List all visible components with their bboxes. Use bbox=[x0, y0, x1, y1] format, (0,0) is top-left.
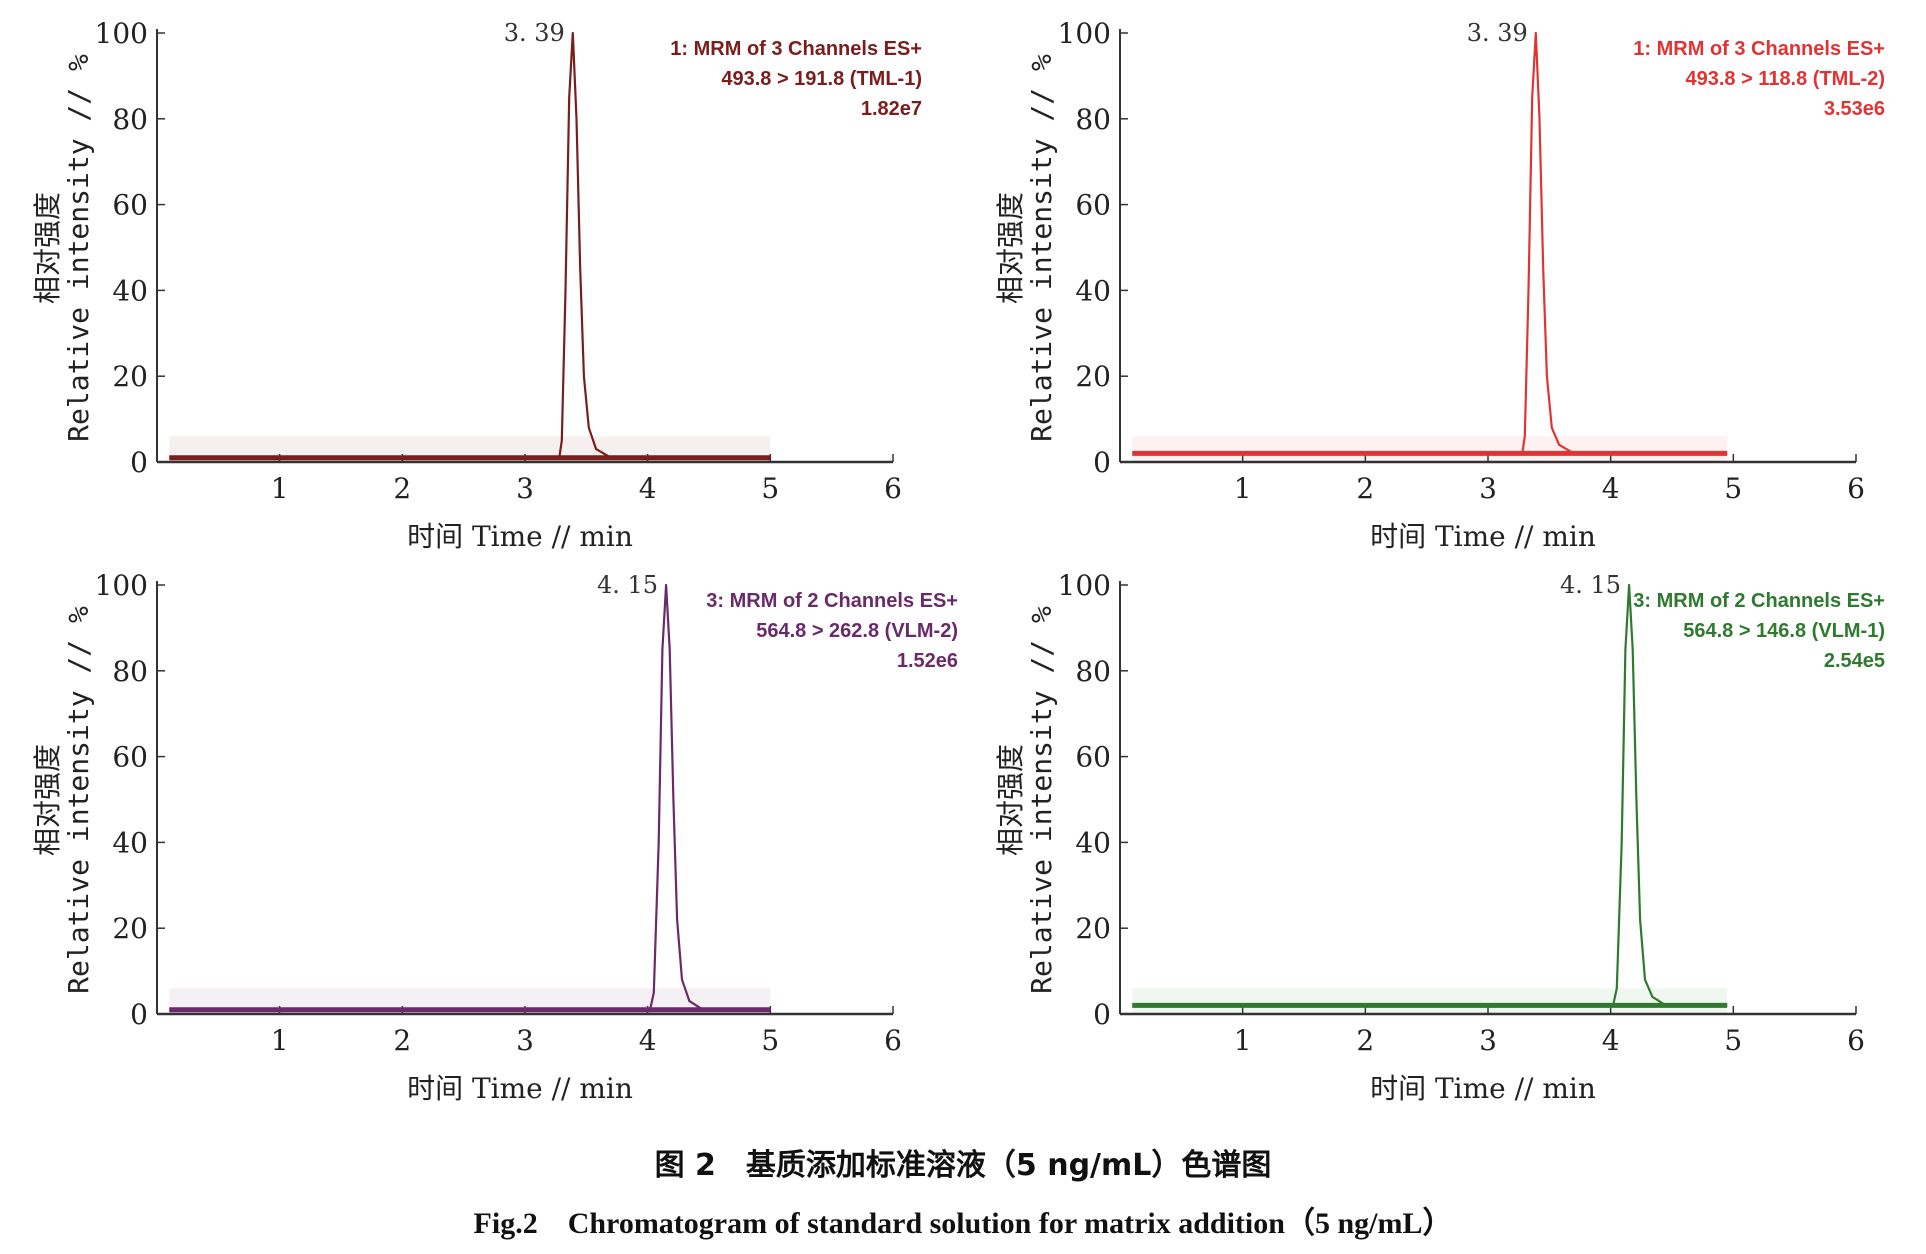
chart-svg: 0 20 40 60 80 100 1 2 3 4 5 6 4. 15 3: MRM of 2 Chann… bbox=[994, 569, 1885, 1104]
chart-svg: 0 20 40 60 80 100 1 2 3 4 5 6 3. 39 1: MRM of 3 Chann… bbox=[31, 17, 922, 552]
chromatogram-trace bbox=[1132, 31, 1728, 455]
y-tick-label: 100 bbox=[1058, 17, 1111, 50]
chart-svg: 0 20 40 60 80 100 1 2 3 4 5 6 4. 15 3: MRM of 2 Chann… bbox=[31, 569, 958, 1104]
peak-label: 3. 39 bbox=[504, 19, 565, 47]
chart-panel-tml-2: 0 20 40 60 80 100 1 2 3 4 5 6 3. 39 1: MRM of 3 Chann… bbox=[963, 0, 1926, 552]
channel-title: 1: MRM of 3 Channels ES+ bbox=[1633, 38, 1885, 60]
y-axis-label-en: Relative intensity // % bbox=[1025, 606, 1058, 994]
x-tick-label: 6 bbox=[1847, 472, 1865, 505]
peak-label: 3. 39 bbox=[1467, 19, 1528, 47]
y-tick-label: 80 bbox=[1075, 655, 1111, 688]
y-tick-label: 0 bbox=[130, 446, 148, 479]
y-tick-label: 20 bbox=[1075, 360, 1111, 393]
y-tick-label: 40 bbox=[112, 274, 148, 307]
x-tick-label: 5 bbox=[761, 472, 779, 505]
x-tick-label: 5 bbox=[1724, 472, 1742, 505]
y-axis-label-zh: 相对强度 bbox=[994, 192, 1027, 304]
y-tick-label: 100 bbox=[95, 17, 148, 50]
x-tick-label: 1 bbox=[271, 472, 289, 505]
x-tick-label: 6 bbox=[884, 1024, 902, 1057]
figure-caption-zh: 图 2 基质添加标准溶液（5 ng/mL）色谱图 bbox=[654, 1148, 1272, 1183]
y-axis-label-en: Relative intensity // % bbox=[62, 54, 95, 442]
chromatogram-trace bbox=[1132, 583, 1728, 1007]
y-tick-label: 20 bbox=[112, 912, 148, 945]
x-tick-label: 1 bbox=[271, 1024, 289, 1057]
y-tick-label: 40 bbox=[1075, 826, 1111, 859]
baseline-halo bbox=[1132, 988, 1728, 1014]
channel-title: 1: MRM of 3 Channels ES+ bbox=[670, 38, 922, 60]
x-axis-label: 时间 Time // min bbox=[1370, 1072, 1596, 1104]
x-tick-label: 2 bbox=[1356, 472, 1374, 505]
x-tick-label: 3 bbox=[516, 1024, 534, 1057]
y-tick-label: 40 bbox=[112, 826, 148, 859]
peak-label: 4. 15 bbox=[1560, 571, 1621, 599]
x-axis-label: 时间 Time // min bbox=[407, 1072, 633, 1104]
y-tick-label: 80 bbox=[112, 655, 148, 688]
x-tick-label: 3 bbox=[1479, 472, 1497, 505]
y-tick-label: 100 bbox=[95, 569, 148, 602]
y-axis-label-en: Relative intensity // % bbox=[62, 606, 95, 994]
y-axis-label-zh: 相对强度 bbox=[31, 744, 64, 856]
x-tick-label: 4 bbox=[639, 472, 657, 505]
x-tick-label: 2 bbox=[1356, 1024, 1374, 1057]
y-tick-label: 60 bbox=[112, 741, 148, 774]
chromatogram-trace bbox=[169, 583, 771, 1011]
y-tick-label: 0 bbox=[130, 998, 148, 1031]
figure-caption-en: Fig.2 Chromatogram of standard solution … bbox=[473, 1207, 1453, 1240]
y-tick-label: 20 bbox=[1075, 912, 1111, 945]
x-axis-label: 时间 Time // min bbox=[1370, 520, 1596, 552]
x-tick-label: 4 bbox=[639, 1024, 657, 1057]
peak-label: 4. 15 bbox=[597, 571, 658, 599]
y-axis-label-en: Relative intensity // % bbox=[1025, 54, 1058, 442]
y-tick-label: 0 bbox=[1093, 446, 1111, 479]
intensity-value: 3.53e6 bbox=[1824, 98, 1885, 120]
y-axis-label-zh: 相对强度 bbox=[994, 744, 1027, 856]
x-tick-label: 2 bbox=[393, 472, 411, 505]
chromatogram-trace bbox=[169, 31, 771, 459]
mrm-transition: 564.8 > 146.8 (VLM-1) bbox=[1683, 620, 1885, 642]
chart-svg: 0 20 40 60 80 100 1 2 3 4 5 6 3. 39 1: MRM of 3 Chann… bbox=[994, 17, 1885, 552]
x-axis-label: 时间 Time // min bbox=[407, 520, 633, 552]
x-tick-label: 3 bbox=[516, 472, 534, 505]
channel-title: 3: MRM of 2 Channels ES+ bbox=[706, 590, 958, 612]
baseline-halo bbox=[1132, 436, 1728, 462]
channel-title: 3: MRM of 2 Channels ES+ bbox=[1633, 590, 1885, 612]
y-tick-label: 80 bbox=[1075, 103, 1111, 136]
x-tick-label: 5 bbox=[1724, 1024, 1742, 1057]
x-tick-label: 6 bbox=[884, 472, 902, 505]
x-tick-label: 5 bbox=[761, 1024, 779, 1057]
mrm-transition: 493.8 > 191.8 (TML-1) bbox=[721, 68, 922, 90]
x-tick-label: 4 bbox=[1602, 1024, 1620, 1057]
intensity-value: 1.52e6 bbox=[897, 650, 958, 672]
y-tick-label: 60 bbox=[1075, 189, 1111, 222]
x-tick-label: 3 bbox=[1479, 1024, 1497, 1057]
y-tick-label: 40 bbox=[1075, 274, 1111, 307]
x-tick-label: 1 bbox=[1234, 472, 1252, 505]
x-tick-label: 6 bbox=[1847, 1024, 1865, 1057]
y-tick-label: 0 bbox=[1093, 998, 1111, 1031]
y-tick-label: 20 bbox=[112, 360, 148, 393]
chart-panel-tml-1: 0 20 40 60 80 100 1 2 3 4 5 6 3. 39 1: MRM of 3 Chann… bbox=[0, 0, 963, 552]
y-tick-label: 100 bbox=[1058, 569, 1111, 602]
y-tick-label: 80 bbox=[112, 103, 148, 136]
x-tick-label: 2 bbox=[393, 1024, 411, 1057]
chart-panel-vlm-2: 0 20 40 60 80 100 1 2 3 4 5 6 4. 15 3: MRM of 2 Chann… bbox=[0, 552, 963, 1104]
intensity-value: 1.82e7 bbox=[861, 98, 922, 120]
mrm-transition: 564.8 > 262.8 (VLM-2) bbox=[756, 620, 958, 642]
y-tick-label: 60 bbox=[112, 189, 148, 222]
x-tick-label: 4 bbox=[1602, 472, 1620, 505]
intensity-value: 2.54e5 bbox=[1824, 650, 1885, 672]
x-tick-label: 1 bbox=[1234, 1024, 1252, 1057]
chart-panel-vlm-1: 0 20 40 60 80 100 1 2 3 4 5 6 4. 15 3: MRM of 2 Chann… bbox=[963, 552, 1926, 1104]
y-tick-label: 60 bbox=[1075, 741, 1111, 774]
mrm-transition: 493.8 > 118.8 (TML-2) bbox=[1685, 68, 1885, 90]
y-axis-label-zh: 相对强度 bbox=[31, 192, 64, 304]
